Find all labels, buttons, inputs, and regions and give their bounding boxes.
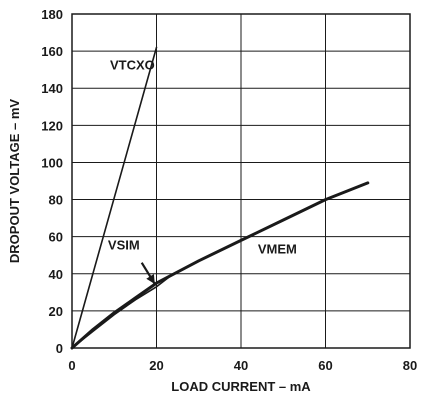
series-lines bbox=[70, 46, 370, 350]
series-line-vtcxo bbox=[71, 46, 158, 349]
y-tick-label: 120 bbox=[41, 118, 63, 133]
y-tick-label: 80 bbox=[49, 193, 63, 208]
y-axis-label: DROPOUT VOLTAGE – mV bbox=[7, 99, 22, 264]
plot-frame bbox=[71, 13, 411, 349]
x-tick-label: 20 bbox=[149, 358, 163, 373]
x-tick-label: 80 bbox=[403, 358, 417, 373]
y-tick-label: 40 bbox=[49, 267, 63, 282]
y-tick-label: 100 bbox=[41, 155, 63, 170]
annotation-vtcxo: VTCXO bbox=[110, 58, 155, 73]
annotation-vsim: VSIM bbox=[108, 238, 140, 253]
x-tick-label: 60 bbox=[318, 358, 332, 373]
series-line-vmem bbox=[70, 181, 370, 350]
vsim-arrow-head-icon bbox=[146, 274, 155, 284]
y-tick-label: 20 bbox=[49, 304, 63, 319]
y-tick-label: 60 bbox=[49, 230, 63, 245]
y-tick-label: 0 bbox=[56, 341, 63, 356]
annotation-vmem: VMEM bbox=[258, 241, 297, 256]
x-tick-label: 0 bbox=[68, 358, 75, 373]
y-tick-label: 160 bbox=[41, 44, 63, 59]
y-tick-label: 140 bbox=[41, 81, 63, 96]
y-tick-labels: 0 20 40 60 80 100 120 140 160 180 bbox=[41, 7, 63, 356]
x-tick-label: 40 bbox=[234, 358, 248, 373]
x-tick-labels: 0 20 40 60 80 bbox=[68, 358, 417, 373]
x-axis-label: LOAD CURRENT – mA bbox=[171, 379, 311, 394]
series-annotations: VTCXO VSIM VMEM bbox=[108, 58, 297, 285]
y-tick-label: 180 bbox=[41, 7, 63, 22]
